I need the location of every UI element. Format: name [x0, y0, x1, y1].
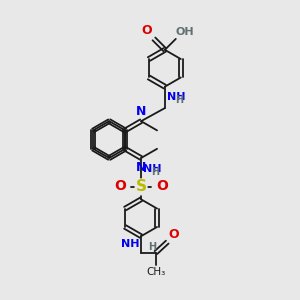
Text: N: N [136, 161, 146, 174]
Text: O: O [114, 179, 126, 193]
Text: CH₃: CH₃ [146, 267, 166, 277]
Text: O: O [156, 179, 168, 193]
Text: NH: NH [121, 239, 140, 249]
Text: H: H [175, 95, 183, 105]
Text: S: S [136, 179, 147, 194]
Text: O: O [142, 24, 152, 38]
Text: NH: NH [143, 164, 162, 174]
Text: N: N [136, 105, 146, 118]
Text: H: H [152, 167, 160, 177]
Text: H: H [148, 242, 157, 252]
Text: O: O [169, 228, 179, 241]
Text: NH: NH [167, 92, 185, 102]
Text: OH: OH [176, 26, 194, 37]
